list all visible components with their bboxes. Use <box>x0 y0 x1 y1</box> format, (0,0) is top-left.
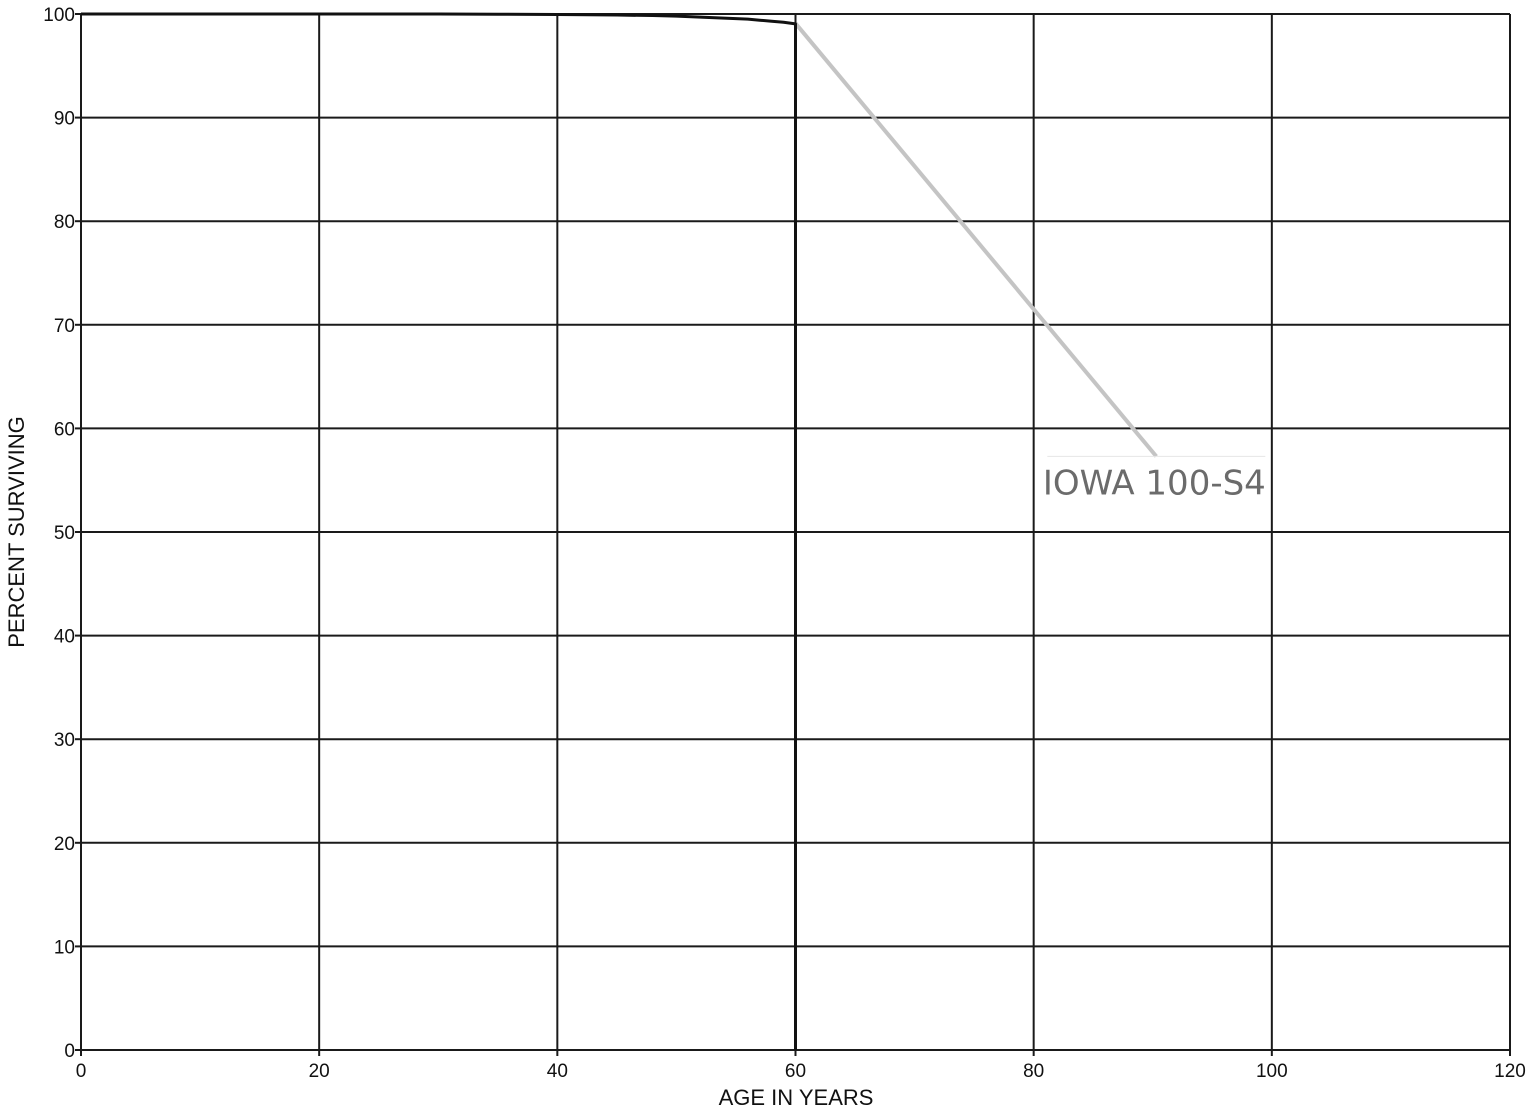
annotation-label-0: IOWA 100-S4 <box>1043 463 1266 503</box>
y-tick-labels: 0 10 20 30 40 50 60 70 80 90 100 <box>43 5 75 1062</box>
x-tick-labels: 0 20 40 60 80 100 120 <box>76 1061 1526 1082</box>
x-tick-label-4: 80 <box>1023 1061 1044 1082</box>
y-tick-label-0: 0 <box>64 1041 75 1062</box>
y-tick-label-3: 30 <box>54 730 75 751</box>
x-tick-label-6: 120 <box>1494 1061 1526 1082</box>
x-tick-label-5: 100 <box>1256 1061 1288 1082</box>
y-tick-label-5: 50 <box>54 523 75 544</box>
x-tick-label-1: 20 <box>309 1061 330 1082</box>
grid-lines <box>75 13 1511 1056</box>
x-tick-label-2: 40 <box>547 1061 568 1082</box>
annotation-leaders <box>793 22 1266 458</box>
y-tick-label-1: 10 <box>54 937 75 958</box>
y-tick-label-8: 80 <box>54 212 75 233</box>
y-tick-label-9: 90 <box>54 109 75 130</box>
y-tick-label-2: 20 <box>54 834 75 855</box>
series-lines <box>81 12 797 1050</box>
annotation-leader-line-0 <box>793 22 1158 458</box>
x-axis-title: AGE IN YEARS <box>719 1085 874 1110</box>
x-tick-label-3: 60 <box>785 1061 806 1082</box>
series-line-0 <box>81 12 797 1050</box>
y-tick-label-6: 60 <box>54 419 75 440</box>
annotation-labels: IOWA 100-S4 <box>1043 463 1266 503</box>
y-tick-label-4: 40 <box>54 627 75 648</box>
x-tick-label-0: 0 <box>76 1061 87 1082</box>
y-axis-title: PERCENT SURVIVING <box>4 416 29 647</box>
y-tick-label-10: 100 <box>43 5 75 26</box>
y-tick-label-7: 70 <box>54 316 75 337</box>
